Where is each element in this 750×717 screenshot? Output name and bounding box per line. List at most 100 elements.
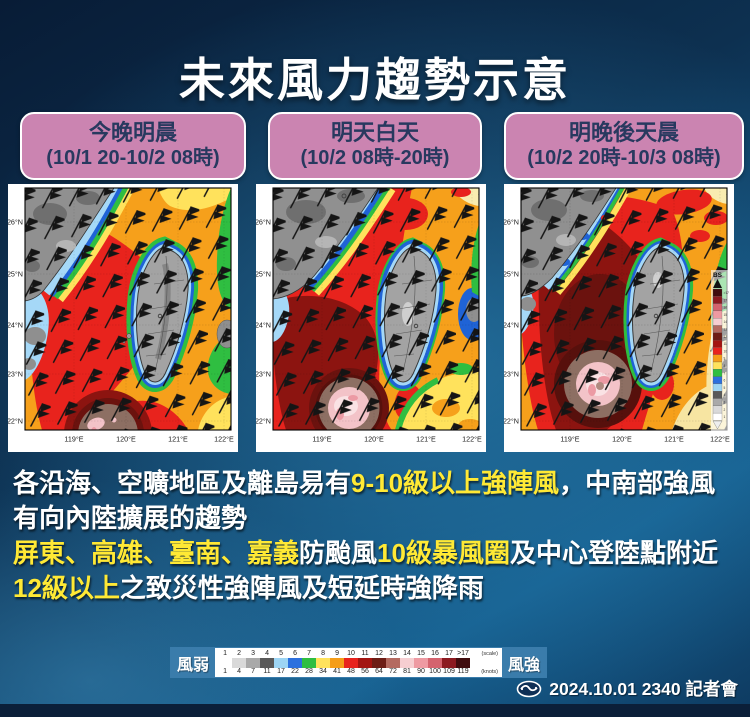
wind-map-1: 26°N 25°N 24°N 23°N 22°N 119°E 120°E 121…	[8, 187, 234, 444]
time-label-tonight: 今晚明晨 (10/1 20-10/2 08時)	[20, 112, 246, 180]
svg-text:122°E: 122°E	[710, 435, 730, 444]
legend-scale-value: 17	[445, 649, 453, 657]
wind-map-panel-3: BS >17 17 16 15 14 13 12 11 10 9 8 7 6 5 4 3 2 1 26°N 25°…	[504, 184, 734, 452]
svg-text:2: 2	[724, 408, 726, 412]
time-label-line1: 明晚後天晨	[568, 120, 679, 145]
note-highlight: 12級以上	[13, 573, 120, 603]
map-axis-labels: 26°N 25°N 24°N 23°N 22°N 119°E 120°E 121…	[8, 218, 234, 444]
time-label-line2: (10/2 20時-10/3 08時)	[527, 147, 721, 169]
legend-knots-value: 17	[277, 667, 285, 675]
svg-text:23°N: 23°N	[256, 370, 271, 379]
svg-text:7: 7	[724, 371, 726, 375]
wind-map-panel-2: 26°N 25°N 24°N 23°N 22°N 119°E 120°E 121…	[256, 184, 486, 452]
time-label-line1: 今晚明晨	[88, 120, 177, 145]
legend-color-cell	[316, 657, 331, 668]
map-axis-labels: 26°N 25°N 24°N 23°N 22°N 119°E 120°E 121…	[504, 218, 730, 444]
legend-color-cell	[414, 657, 429, 668]
legend-scale-value: 9	[335, 649, 339, 657]
wind-legend: 風弱 1 2 3 4 5 6 7 8 9 10 11 12 13 14 15 16 17 >17 (scale) 1…	[170, 647, 547, 678]
legend-cells-row	[218, 657, 499, 668]
legend-scale-value: 7	[307, 649, 311, 657]
svg-text:119°E: 119°E	[560, 435, 579, 444]
svg-text:17: 17	[724, 298, 728, 302]
svg-text:26°N: 26°N	[504, 218, 519, 227]
note-text: 及中心登陸點附近	[509, 538, 718, 568]
svg-text:14: 14	[724, 320, 728, 324]
svg-text:BS: BS	[713, 272, 723, 279]
svg-text:22°N: 22°N	[8, 417, 23, 426]
legend-scale-value: 6	[293, 649, 297, 657]
bottom-bar	[0, 704, 750, 717]
svg-text:26°N: 26°N	[256, 218, 271, 227]
map-field	[25, 188, 231, 430]
svg-text:>17: >17	[724, 291, 730, 295]
wind-map-3: BS >17 17 16 15 14 13 12 11 10 9 8 7 6 5 4 3 2 1 26°N 25°…	[504, 187, 734, 444]
legend-color-cell	[344, 657, 359, 668]
legend-color-cell	[302, 657, 317, 668]
time-label-tomorrow-day: 明天白天 (10/2 08時-20時)	[268, 112, 482, 180]
svg-text:8: 8	[724, 364, 726, 368]
legend-color-cell	[456, 657, 471, 668]
wind-map-2: 26°N 25°N 24°N 23°N 22°N 119°E 120°E 121…	[256, 187, 482, 444]
time-labels-row: 今晚明晨 (10/1 20-10/2 08時) 明天白天 (10/2 08時-2…	[0, 112, 750, 180]
bs-colorbar: BS >17 17 16 15 14 13 12 11 10 9 8 7 6 5 4 3 2 1	[711, 270, 734, 432]
legend-scale-value: 13	[389, 649, 397, 657]
svg-text:5: 5	[724, 386, 726, 390]
svg-text:6: 6	[724, 379, 726, 383]
wind-barbs-overlay	[25, 188, 231, 430]
legend-weak-label: 風弱	[177, 656, 210, 674]
legend-scale-value: 15	[417, 649, 425, 657]
legend-color-cell	[428, 657, 443, 668]
legend-color-cell	[274, 657, 289, 668]
wind-map-panel-1: 26°N 25°N 24°N 23°N 22°N 119°E 120°E 121…	[8, 184, 238, 452]
legend-knots-value: 100	[429, 667, 441, 675]
legend-scale-value: 12	[375, 649, 383, 657]
svg-text:25°N: 25°N	[256, 270, 271, 279]
time-label-line1: 明天白天	[330, 120, 419, 145]
map-field	[273, 188, 479, 430]
legend-knots-value: 1	[223, 667, 227, 675]
legend-scale-value: 10	[347, 649, 355, 657]
legend-scale-value: 5	[279, 649, 283, 657]
time-label-line2: (10/1 20-10/2 08時)	[46, 147, 220, 169]
legend-scale-value: 16	[431, 649, 439, 657]
svg-text:122°E: 122°E	[462, 435, 482, 444]
footer: 2024.10.01 2340 記者會	[516, 676, 738, 701]
legend-scale-value: 3	[251, 649, 255, 657]
svg-text:10: 10	[724, 349, 728, 353]
legend-scale-value: 11	[361, 649, 369, 657]
note-text: ，中南部強風有向內陸擴展的趨勢	[13, 468, 716, 533]
legend-color-cell	[386, 657, 401, 668]
note-text: 防颱風	[299, 538, 378, 568]
legend-knots-value: 56	[361, 667, 369, 675]
map-field	[521, 188, 727, 430]
legend-knots-row: 1 4 7 11 17 22 28 34 41 48 56 64 72 81 90 100 109 119 (kno…	[218, 668, 499, 676]
legend-scale-value: 1	[223, 649, 227, 657]
legend-color-cell	[260, 657, 275, 668]
forecast-notes: 各沿海、空曠地區及離島易有9-10級以上強陣風，中南部強風有向內陸擴展的趨勢 屏…	[13, 466, 739, 606]
note-highlight: 屏東、高雄、臺南、嘉義	[13, 538, 300, 568]
note-paragraph-1: 各沿海、空曠地區及離島易有9-10級以上強陣風，中南部強風有向內陸擴展的趨勢	[13, 466, 739, 536]
legend-scale-value: 8	[321, 649, 325, 657]
svg-text:23°N: 23°N	[504, 370, 519, 379]
svg-text:25°N: 25°N	[504, 270, 519, 279]
legend-knots-value: 22	[291, 667, 299, 675]
svg-text:26°N: 26°N	[8, 218, 23, 227]
svg-text:13: 13	[724, 328, 728, 332]
legend-color-cell	[358, 657, 373, 668]
svg-text:1: 1	[724, 415, 726, 419]
legend-knots-value: 64	[375, 667, 383, 675]
time-label-tomorrow-night: 明晚後天晨 (10/2 20時-10/3 08時)	[504, 112, 744, 180]
legend-color-cell	[400, 657, 415, 668]
wind-barbs-overlay	[521, 188, 727, 430]
svg-text:22°N: 22°N	[256, 417, 271, 426]
legend-knots-value: 81	[403, 667, 411, 675]
wind-barbs-overlay	[273, 188, 479, 430]
svg-text:121°E: 121°E	[664, 435, 684, 444]
legend-scale-caption: (scale)	[481, 650, 499, 657]
legend-color-cell	[330, 657, 345, 668]
legend-knots-value: 48	[347, 667, 355, 675]
svg-text:24°N: 24°N	[8, 321, 23, 330]
